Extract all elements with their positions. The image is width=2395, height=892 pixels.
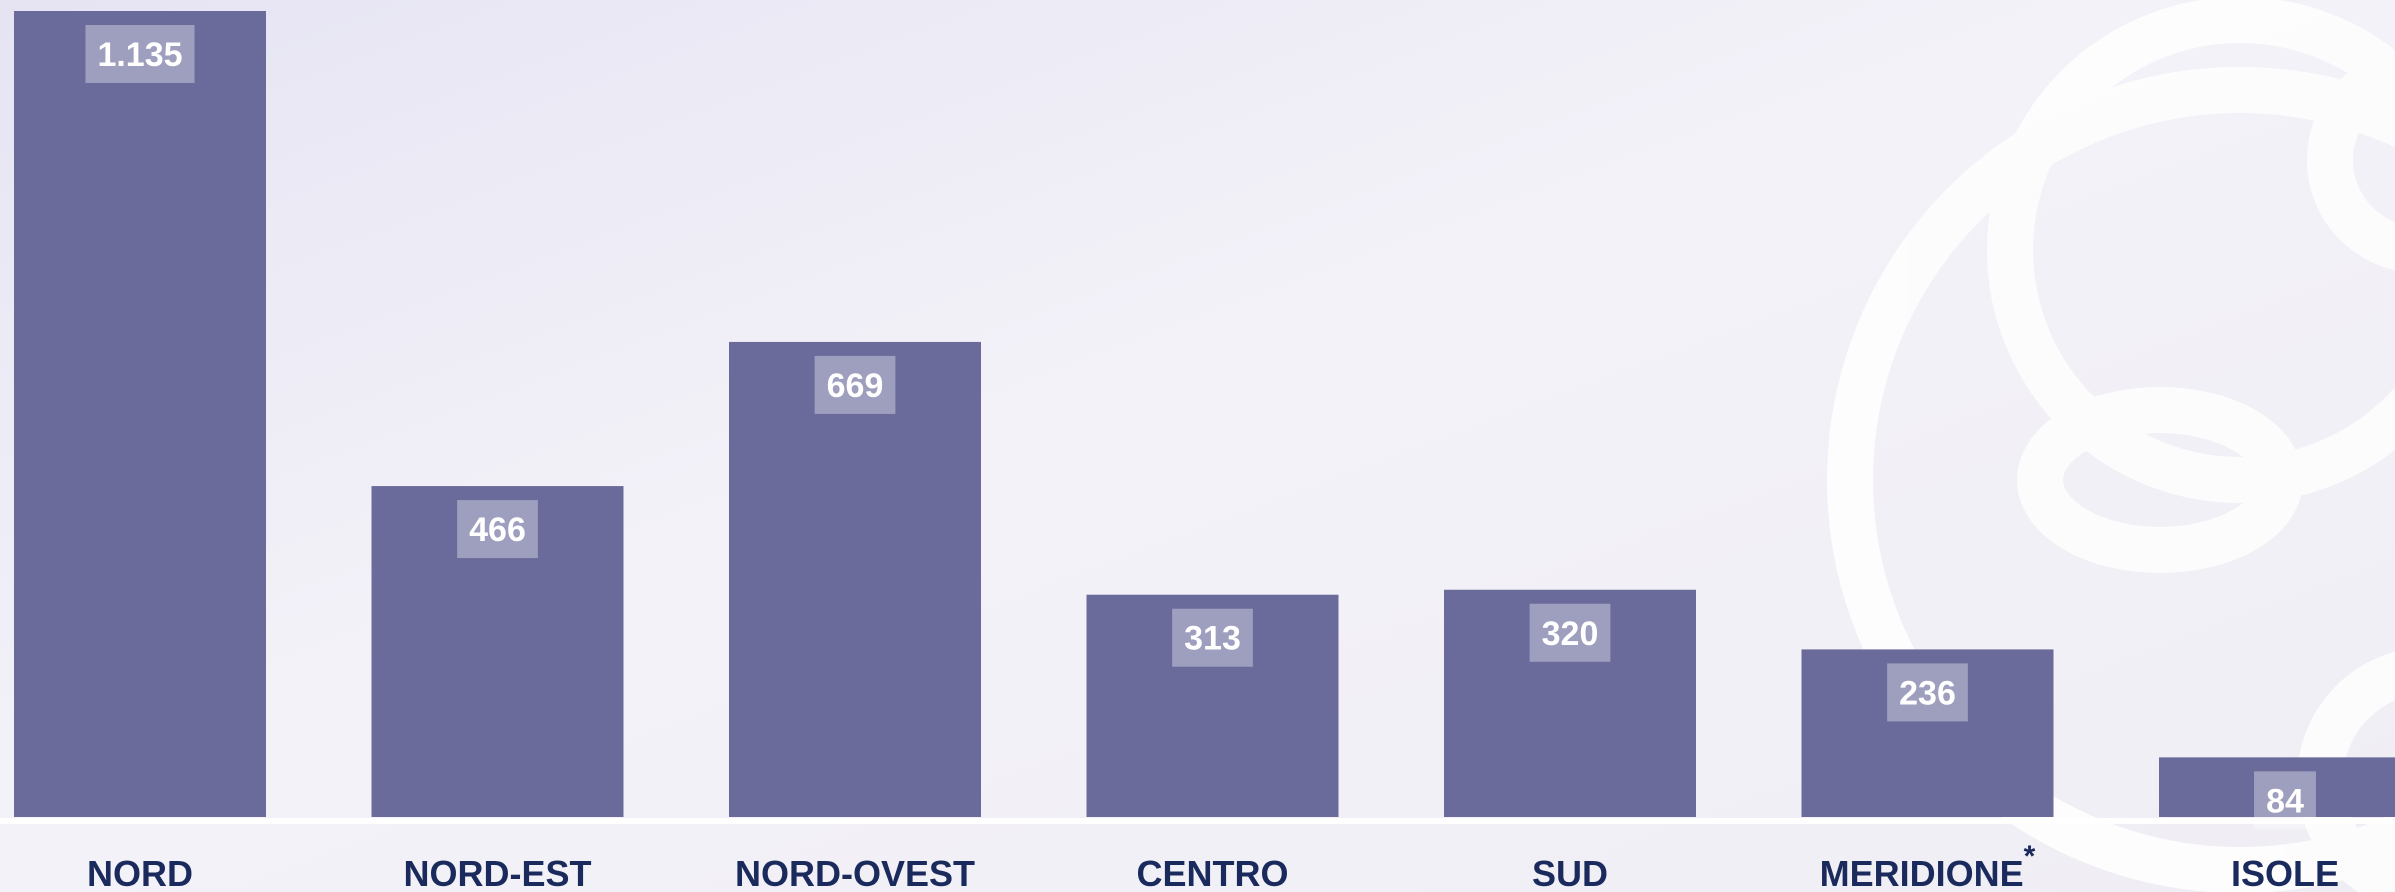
bar	[1801, 649, 2054, 817]
category-label: CENTRO	[1137, 853, 1289, 892]
value-label: 313	[1184, 620, 1241, 658]
bar	[2159, 757, 2395, 817]
value-label: 466	[469, 511, 526, 549]
value-label: 669	[827, 367, 884, 405]
category-text: MERIDIONE	[1820, 853, 2024, 892]
category-text: CENTRO	[1137, 853, 1289, 892]
value-label-box	[1529, 603, 1611, 662]
value-label: 236	[1899, 674, 1956, 712]
category-text: NORD	[87, 853, 193, 892]
category-label: NORD-EST	[404, 853, 592, 892]
baseline	[0, 818, 2395, 824]
decoration	[1827, 0, 2395, 892]
bar	[1086, 594, 1339, 817]
category-text: NORD-OVEST	[735, 853, 975, 892]
value-label-box	[1887, 663, 1968, 722]
value-label-box	[85, 25, 195, 83]
category-label: MERIDIONE*	[1820, 840, 2036, 892]
value-label: 1.135	[97, 36, 182, 74]
value-label-box	[1172, 608, 1253, 667]
category-text: SUD	[1532, 853, 1608, 892]
bar	[729, 341, 981, 817]
value-label: 320	[1542, 615, 1599, 653]
bar	[14, 11, 266, 817]
category-text: ISOLE	[2231, 853, 2339, 892]
bars: 1.135 466 669 313 320 236 84	[14, 11, 2395, 830]
bar	[1444, 589, 1696, 817]
category-label: NORD	[87, 853, 193, 892]
value-label-box	[457, 500, 538, 559]
bar	[371, 486, 624, 817]
category-label: ISOLE	[2231, 853, 2339, 892]
category-label: NORD-OVEST	[735, 853, 975, 892]
value-label-box	[814, 355, 896, 414]
category-text: NORD-EST	[404, 853, 592, 892]
category-label: SUD	[1532, 853, 1608, 892]
value-label: 84	[2266, 782, 2304, 820]
category-footnote-mark: *	[2024, 840, 2036, 873]
